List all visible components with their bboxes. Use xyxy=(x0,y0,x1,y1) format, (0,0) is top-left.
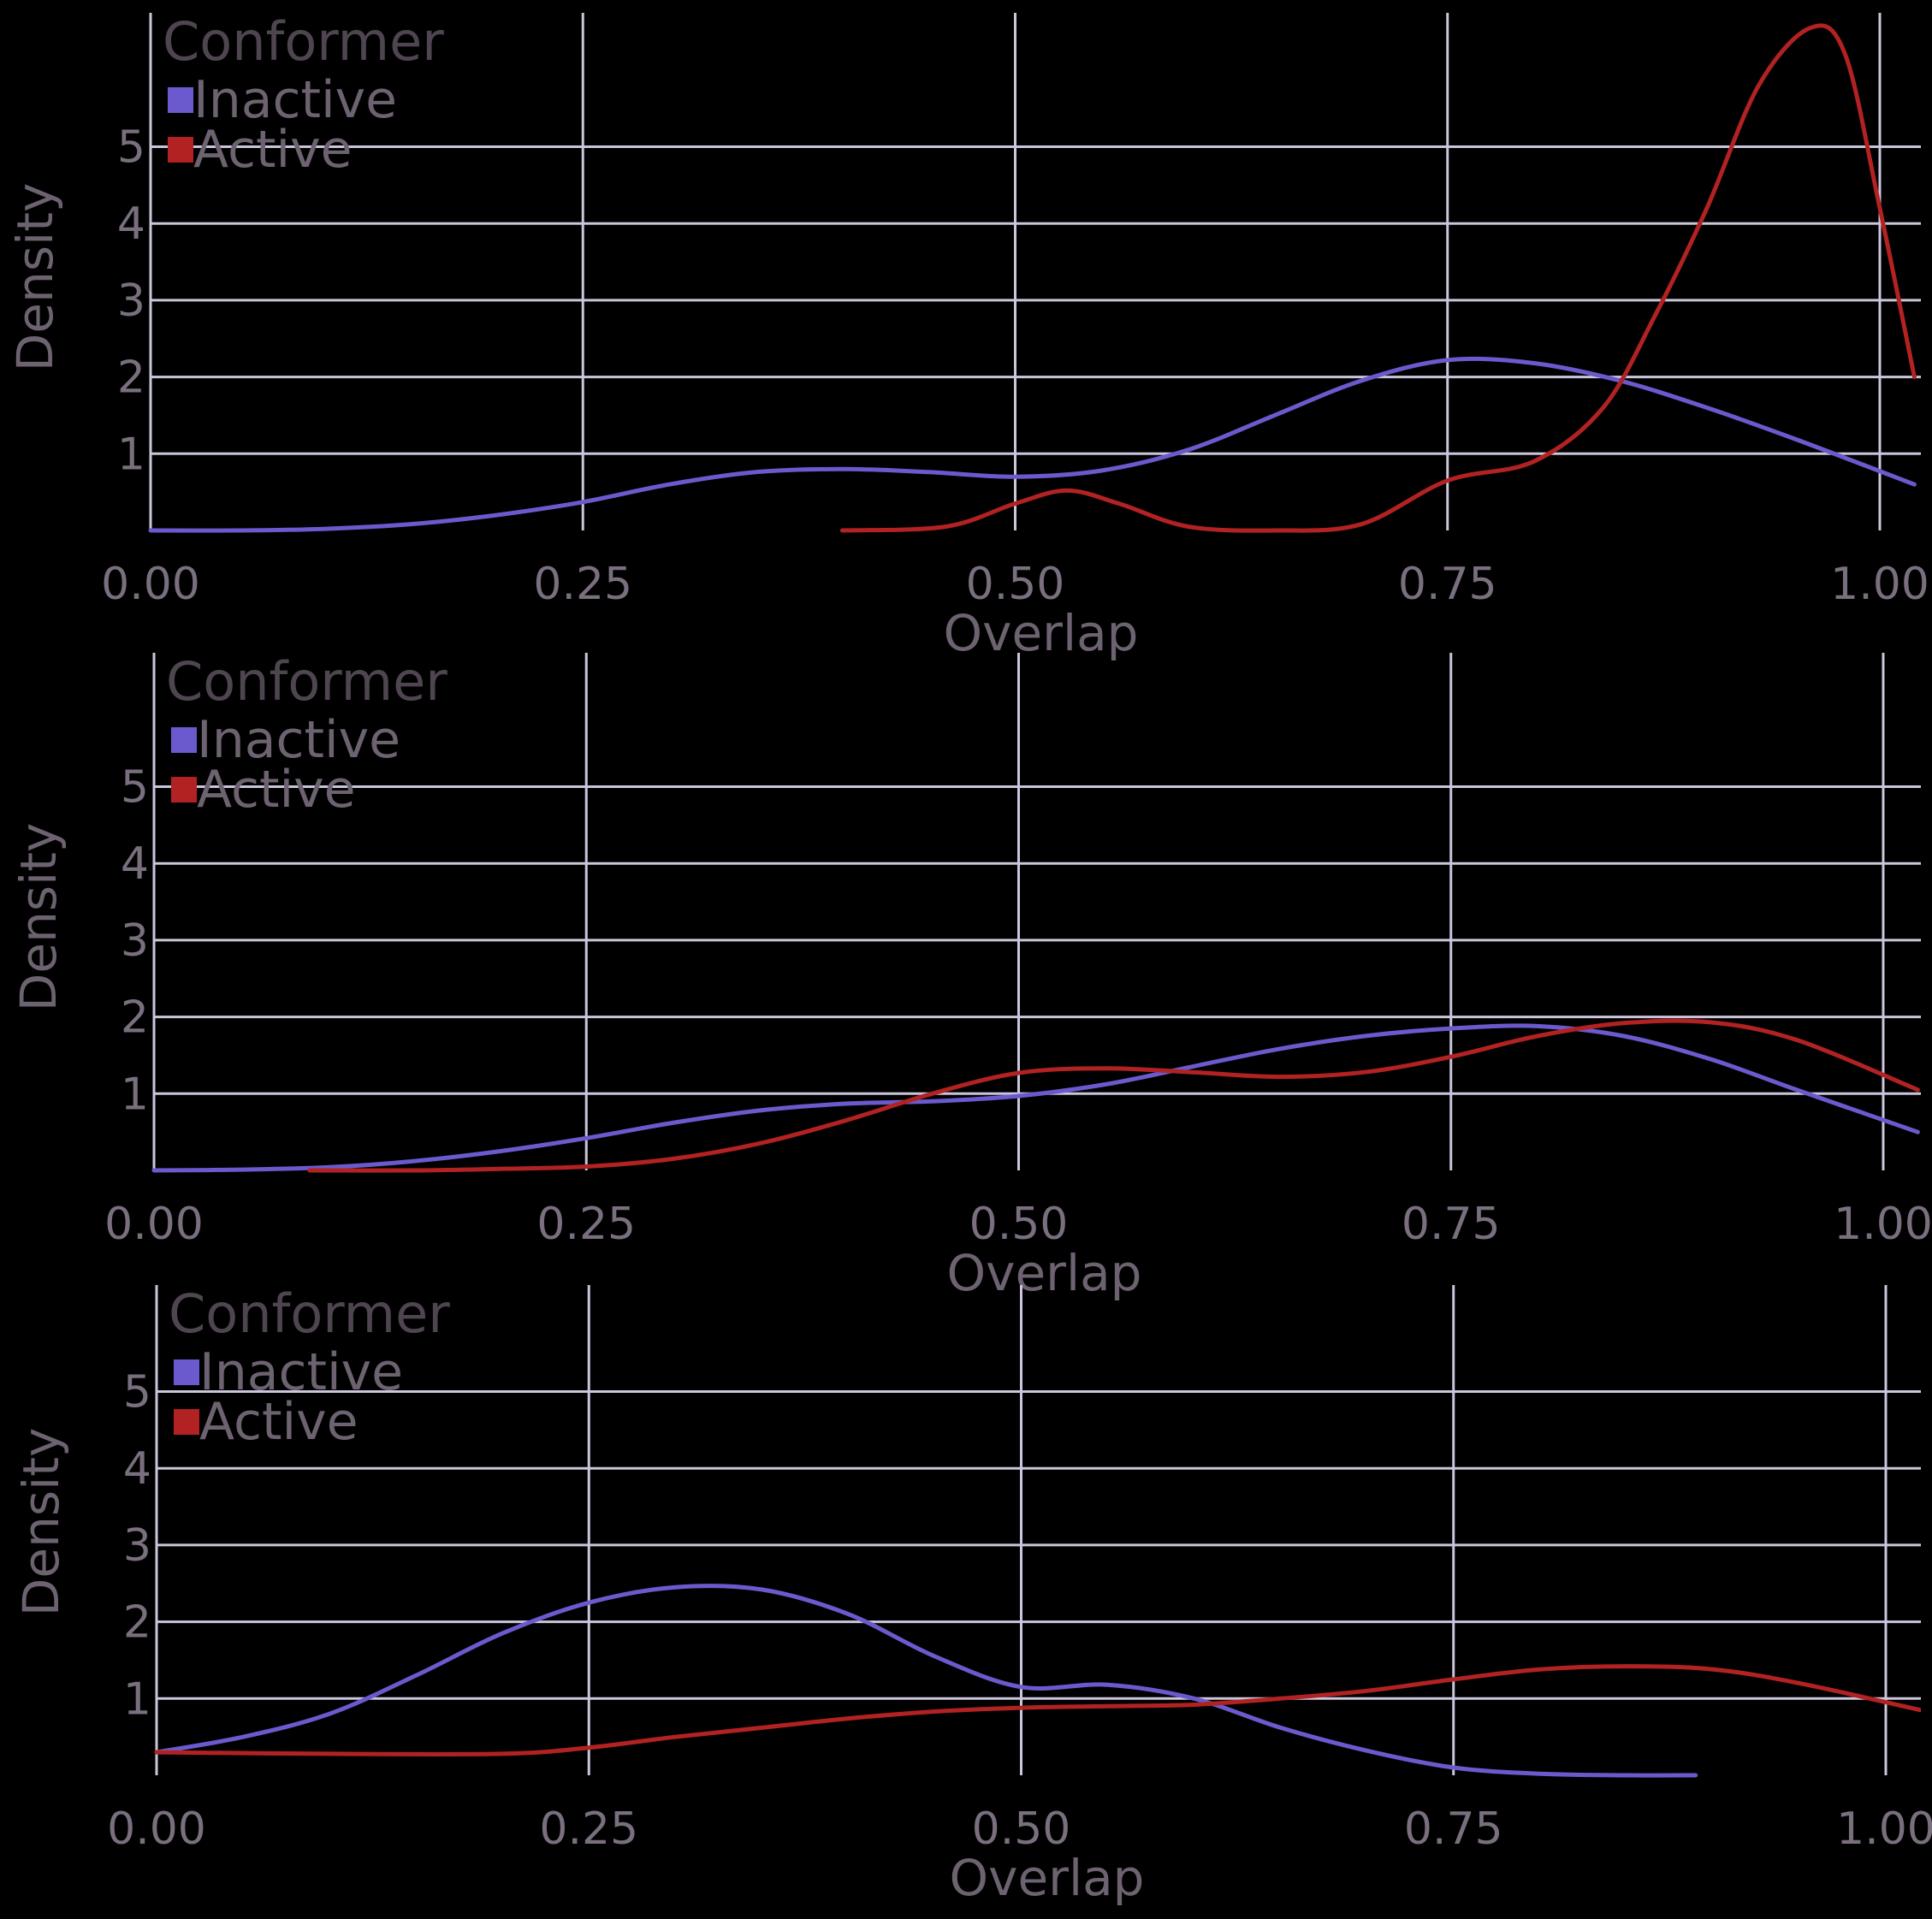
x-tick-label: 0.00 xyxy=(101,559,200,610)
series-line-active xyxy=(154,1664,1921,1757)
y-tick-label: 3 xyxy=(121,915,149,967)
legend-title: Conformer xyxy=(169,1282,450,1345)
y-tick-label: 3 xyxy=(123,1520,151,1572)
x-tick-label: 0.75 xyxy=(1398,559,1497,610)
legend-title: Conformer xyxy=(166,650,447,713)
x-tick-label: 0.50 xyxy=(966,559,1065,610)
legend-swatch-inactive xyxy=(174,1359,199,1385)
y-tick-label: 1 xyxy=(123,1673,151,1725)
x-tick-label: 0.75 xyxy=(1402,1199,1501,1250)
legend-swatch-active xyxy=(171,777,197,803)
series-line-inactive xyxy=(148,356,1917,533)
legend-swatch-active xyxy=(168,137,193,163)
chart-panel-1: 0.00 0.25 0.50 0.75 1.00 1 2 3 4 5 Overlap Density C… xyxy=(6,10,1929,662)
y-tick-label: 2 xyxy=(121,992,149,1044)
x-tick-label: 0.50 xyxy=(969,1199,1069,1250)
y-tick-label: 4 xyxy=(117,198,145,250)
x-tick-label: 0.25 xyxy=(533,559,632,610)
chart-panel-3: 0.00 0.25 0.50 0.75 1.00 1 2 3 4 5 Overlap Density C… xyxy=(12,1282,1932,1907)
series-line-active xyxy=(839,23,1917,533)
x-axis-title: Overlap xyxy=(947,1244,1142,1302)
y-axis-title: Density xyxy=(9,823,68,1012)
y-tick-label: 1 xyxy=(121,1069,149,1120)
x-tick-label: 0.25 xyxy=(536,1199,636,1250)
y-axis-title: Density xyxy=(12,1428,70,1617)
y-axis-title: Density xyxy=(6,183,64,372)
x-axis-title: Overlap xyxy=(944,604,1139,662)
x-tick-label: 0.00 xyxy=(104,1199,204,1250)
y-tick-label: 3 xyxy=(117,275,145,327)
y-tick-label: 5 xyxy=(121,762,149,814)
y-tick-label: 4 xyxy=(123,1443,151,1495)
x-tick-label: 1.00 xyxy=(1836,1804,1932,1855)
y-tick-label: 5 xyxy=(123,1367,151,1419)
x-axis-title: Overlap xyxy=(950,1849,1145,1907)
series-line-inactive xyxy=(151,1023,1920,1173)
y-tick-label: 1 xyxy=(117,429,145,480)
x-tick-label: 1.00 xyxy=(1830,559,1929,610)
legend-label-active: Active xyxy=(193,120,353,180)
y-tick-label: 2 xyxy=(117,352,145,404)
y-tick-label: 4 xyxy=(121,838,149,890)
y-tick-label: 5 xyxy=(117,122,145,174)
x-tick-label: 0.75 xyxy=(1404,1804,1503,1855)
x-tick-label: 1.00 xyxy=(1834,1199,1932,1250)
x-tick-label: 0.25 xyxy=(539,1804,638,1855)
series-line-inactive xyxy=(154,1584,1698,1778)
chart-panel-2: 0.00 0.25 0.50 0.75 1.00 1 2 3 4 5 Overlap Density C… xyxy=(9,650,1932,1302)
legend-label-inactive: Inactive xyxy=(197,710,400,770)
x-tick-label: 0.50 xyxy=(972,1804,1071,1855)
legend-label-active: Active xyxy=(197,760,356,820)
x-tick-label: 0.00 xyxy=(107,1804,206,1855)
series-line-active xyxy=(307,1018,1920,1173)
y-tick-label: 2 xyxy=(123,1597,151,1649)
legend-label-inactive: Inactive xyxy=(193,70,397,130)
legend-swatch-inactive xyxy=(168,87,193,113)
legend-title: Conformer xyxy=(163,10,444,73)
legend-swatch-active xyxy=(174,1409,199,1435)
legend-label-active: Active xyxy=(199,1392,359,1452)
legend-label-inactive: Inactive xyxy=(199,1342,403,1402)
legend-swatch-inactive xyxy=(171,727,197,753)
